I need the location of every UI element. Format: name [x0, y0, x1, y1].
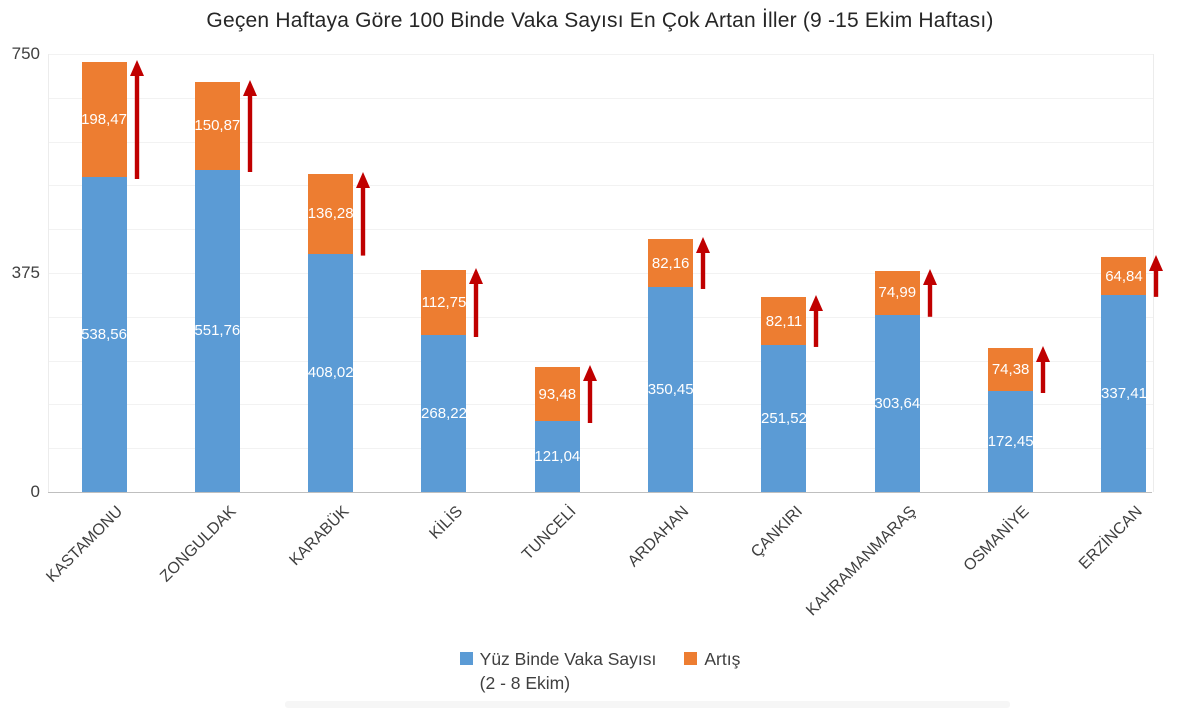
bar-value-label: 136,28	[307, 205, 354, 223]
bar-segment-case-rate: 121,04	[534, 421, 581, 492]
bar-value-label: 408,02	[307, 364, 354, 382]
bar-value-label: 538,56	[81, 326, 127, 344]
chart-plot-area	[48, 54, 1154, 492]
bar-value-label: 251,52	[761, 410, 807, 428]
increase-arrow-icon	[696, 237, 711, 290]
bar-value-label: 303,64	[874, 394, 921, 412]
bar-value-label: 268,22	[421, 405, 467, 423]
bar-value-label: 150,87	[194, 117, 241, 135]
gridline	[49, 54, 1153, 55]
bar-value-label: 93,48	[538, 385, 577, 403]
bar-segment-case-rate: 172,45	[987, 391, 1034, 492]
bar-segment-increase: 64,84	[1101, 257, 1147, 295]
x-axis-label: KİLİS	[426, 503, 467, 543]
legend-label-increase: Artış	[704, 649, 741, 669]
legend-swatch-blue-icon	[459, 652, 473, 665]
bar-segment-case-rate: 551,76	[194, 169, 241, 492]
bar-segment-case-rate: 337,41	[1101, 294, 1147, 492]
increase-arrow-icon	[922, 268, 937, 317]
x-axis-label: TUNCELİ	[518, 503, 580, 564]
gridline	[49, 273, 1153, 274]
bar-segment-increase: 150,87	[194, 81, 241, 170]
gridline	[49, 448, 1153, 450]
bar-value-label: 172,45	[987, 433, 1034, 451]
bar-segment-case-rate: 303,64	[874, 314, 921, 492]
bar-segment-increase: 82,11	[761, 297, 807, 346]
gridline	[49, 360, 1153, 362]
x-axis-line	[48, 492, 1152, 493]
x-axis-label: KARABÜK	[286, 503, 353, 570]
bar-value-label: 337,41	[1101, 384, 1147, 402]
gridline	[49, 141, 1153, 143]
bar-segment-increase: 136,28	[307, 174, 354, 254]
footer-strip	[285, 701, 1010, 708]
bar-segment-case-rate: 538,56	[81, 177, 127, 492]
increase-arrow-icon	[356, 172, 371, 256]
bar-value-label: 82,16	[651, 254, 690, 272]
bar-segment-increase: 93,48	[534, 366, 580, 422]
bar-segment-case-rate: 408,02	[307, 253, 354, 492]
chart-title: Geçen Haftaya Göre 100 Binde Vaka Sayısı…	[206, 9, 994, 32]
bar-segment-increase: 82,16	[648, 239, 694, 288]
increase-arrow-icon	[1149, 255, 1164, 297]
legend-label-case-rate: Yüz Binde Vaka Sayısı (2 - 8 Ekim)	[480, 648, 657, 695]
legend-item-increase: Artış	[684, 648, 740, 672]
chart-legend: Yüz Binde Vaka Sayısı (2 - 8 Ekim) Artış	[0, 648, 1200, 695]
legend-label-line1: Yüz Binde Vaka Sayısı	[479, 649, 657, 669]
bar-segment-increase: 112,75	[421, 269, 467, 336]
increase-arrow-icon	[582, 364, 597, 424]
bar-segment-case-rate: 268,22	[421, 335, 467, 492]
legend-swatch-orange-icon	[684, 652, 698, 665]
bar-value-label: 121,04	[534, 448, 581, 466]
y-axis-tick-label: 375	[11, 263, 40, 282]
legend-label-line2: (2 - 8 Ekim)	[479, 672, 571, 693]
y-axis-tick-label: 0	[30, 482, 40, 501]
y-axis-tick-label: 750	[11, 44, 40, 63]
increase-arrow-icon	[809, 295, 824, 348]
gridline	[49, 316, 1153, 318]
x-axis-label: ZONGULDAK	[156, 503, 240, 586]
gridline	[49, 404, 1153, 406]
bar-value-label: 350,45	[647, 381, 694, 399]
increase-arrow-icon	[242, 79, 257, 172]
gridline	[49, 185, 1153, 187]
x-axis-label: KAHRAMANMARAŞ	[802, 503, 920, 620]
bar-segment-increase: 74,99	[874, 270, 920, 315]
increase-arrow-icon	[1036, 345, 1051, 394]
bar-segment-case-rate: 350,45	[647, 287, 694, 492]
gridline	[49, 229, 1153, 231]
x-axis-label: OSMANİYE	[960, 503, 1033, 575]
bar-value-label: 64,84	[1105, 267, 1143, 285]
bar-value-label: 112,75	[421, 293, 467, 311]
bar-value-label: 82,11	[765, 312, 803, 330]
gridline	[49, 97, 1153, 99]
increase-arrow-icon	[129, 59, 144, 180]
bar-value-label: 198,47	[81, 111, 127, 129]
bar-segment-increase: 74,38	[988, 347, 1034, 392]
x-axis-label: ERZİNCAN	[1076, 503, 1147, 573]
bar-value-label: 551,76	[194, 322, 241, 340]
x-axis-label: KASTAMONU	[43, 503, 127, 586]
bar-segment-increase: 198,47	[81, 61, 127, 178]
legend-item-case-rate: Yüz Binde Vaka Sayısı (2 - 8 Ekim)	[459, 648, 657, 695]
x-axis-label: ARDAHAN	[625, 503, 693, 571]
bar-segment-case-rate: 251,52	[761, 345, 807, 492]
x-axis-label: ÇANKIRI	[748, 503, 807, 561]
increase-arrow-icon	[469, 267, 484, 338]
bar-value-label: 74,99	[878, 284, 917, 302]
bar-value-label: 74,38	[991, 361, 1030, 379]
